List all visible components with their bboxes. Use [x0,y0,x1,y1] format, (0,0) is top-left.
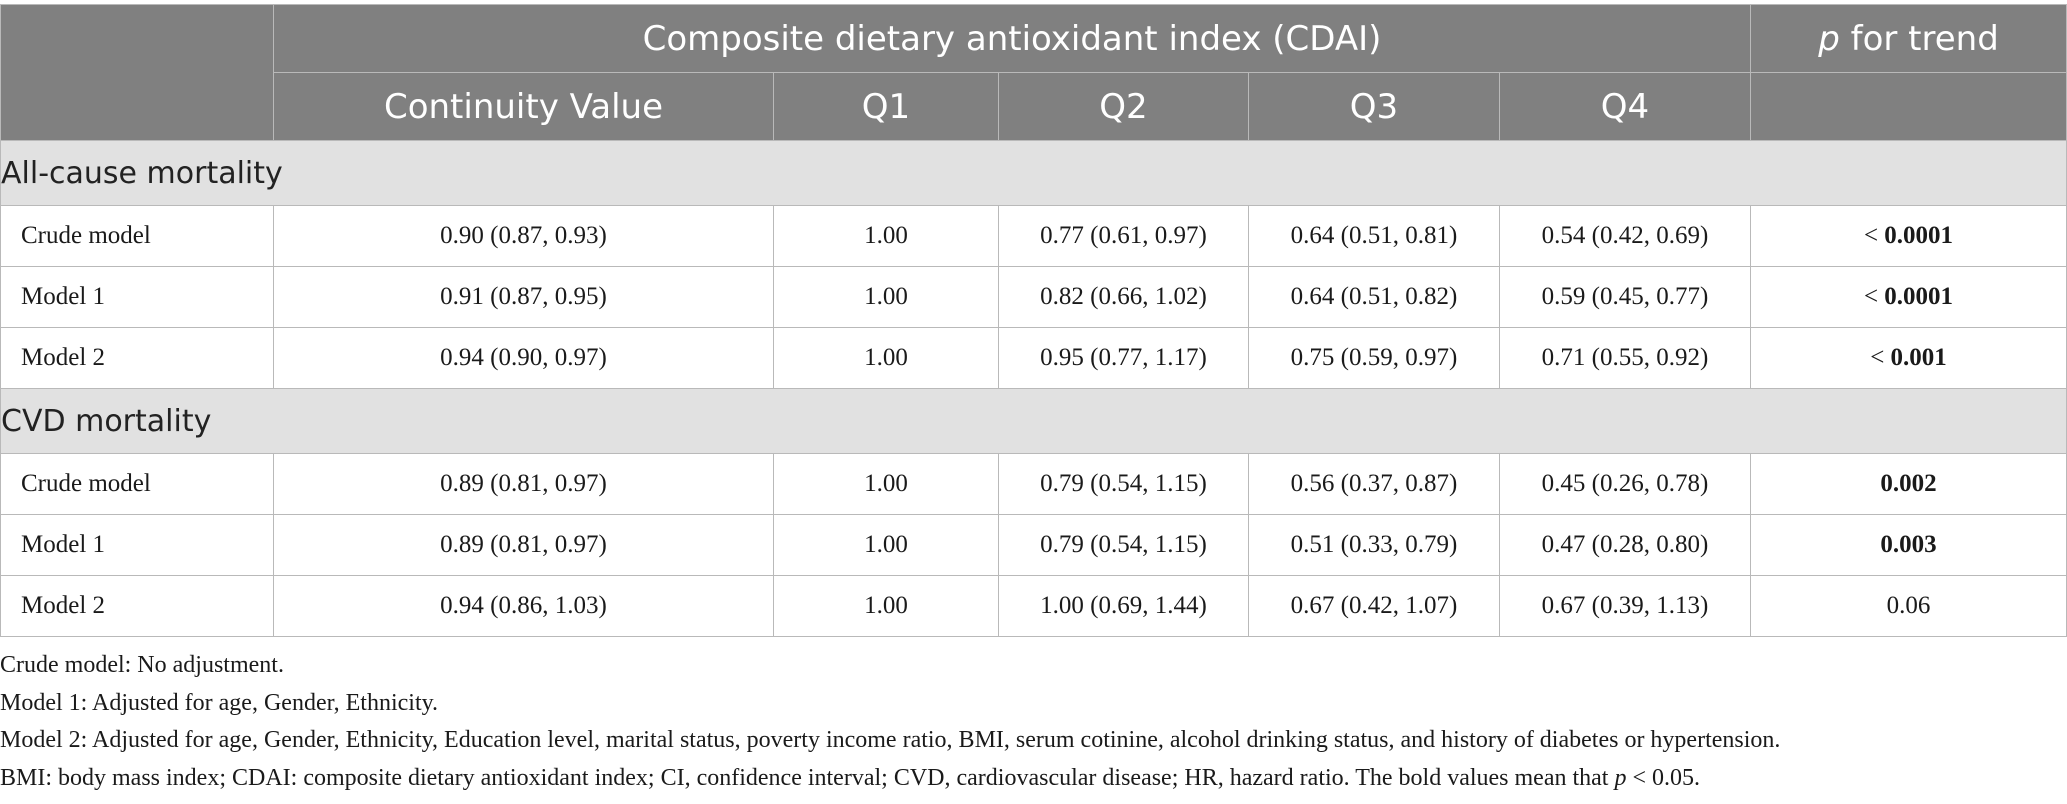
cell-q2: 0.82 (0.66, 1.02) [998,266,1249,328]
header-col-q3: Q3 [1248,72,1500,141]
table-footnotes: Crude model: No adjustment. Model 1: Adj… [0,647,2067,797]
cell-q1: 1.00 [773,514,999,576]
footnote-abbreviations: BMI: body mass index; CDAI: composite di… [0,760,2067,798]
cell-continuity: 0.89 (0.81, 0.97) [273,514,774,576]
hazard-ratio-table: Composite dietary antioxidant index (CDA… [0,4,2067,637]
section-title-all-cause: All-cause mortality [0,140,2067,206]
p-prefix: < [1870,344,1891,371]
section-row: All-cause mortality [0,140,2067,206]
cell-q4: 0.59 (0.45, 0.77) [1499,266,1751,328]
cell-p-trend: < 0.0001 [1750,205,2067,267]
header-p-for-trend: p for trend [1750,4,2067,73]
cell-continuity: 0.94 (0.86, 1.03) [273,575,774,637]
section-row: CVD mortality [0,388,2067,454]
header-blank-cell [0,4,274,141]
p-value: 0.001 [1890,344,1947,371]
p-value: 0.002 [1880,470,1937,497]
section-title-cvd: CVD mortality [0,388,2067,454]
cell-q1: 1.00 [773,266,999,328]
p-value: 0.0001 [1884,283,1954,310]
header-col-continuity: Continuity Value [273,72,774,141]
table-row: Model 2 0.94 (0.90, 0.97) 1.00 0.95 (0.7… [0,327,2067,389]
cell-p-trend: 0.002 [1750,453,2067,515]
cell-q1: 1.00 [773,327,999,389]
cell-continuity: 0.90 (0.87, 0.93) [273,205,774,267]
cell-q4: 0.71 (0.55, 0.92) [1499,327,1751,389]
cell-q3: 0.75 (0.59, 0.97) [1248,327,1500,389]
cell-continuity: 0.94 (0.90, 0.97) [273,327,774,389]
row-label: Crude model [0,453,274,515]
p-prefix: < [1863,222,1885,249]
cell-q2: 0.79 (0.54, 1.15) [998,514,1249,576]
table-row: Crude model 0.89 (0.81, 0.97) 1.00 0.79 … [0,453,2067,515]
p-value: 0.0001 [1884,222,1954,249]
footnote-model2: Model 2: Adjusted for age, Gender, Ethni… [0,727,1781,753]
header-group-title: Composite dietary antioxidant index (CDA… [273,4,1751,73]
p-value: 0.003 [1880,531,1937,558]
cell-q1: 1.00 [773,453,999,515]
cell-q4: 0.47 (0.28, 0.80) [1499,514,1751,576]
cell-q1: 1.00 [773,575,999,637]
row-label: Model 2 [0,575,274,637]
header-col-q2: Q2 [998,72,1249,141]
cell-q3: 0.64 (0.51, 0.82) [1248,266,1500,328]
footnote-abbr-text: BMI: body mass index; CDAI: composite di… [0,764,1615,791]
cell-q3: 0.56 (0.37, 0.87) [1248,453,1500,515]
cell-q2: 0.79 (0.54, 1.15) [998,453,1249,515]
row-label: Model 2 [0,327,274,389]
p-prefix: < [1863,283,1885,310]
cell-p-trend: 0.06 [1750,575,2067,637]
cell-q1: 1.00 [773,205,999,267]
cell-q3: 0.64 (0.51, 0.81) [1248,205,1500,267]
cell-q2: 1.00 (0.69, 1.44) [998,575,1249,637]
p-value: 0.06 [1886,592,1931,619]
cell-p-trend: < 0.0001 [1750,266,2067,328]
header-row-group: Composite dietary antioxidant index (CDA… [0,4,2067,141]
cell-q2: 0.95 (0.77, 1.17) [998,327,1249,389]
results-table-figure: Composite dietary antioxidant index (CDA… [0,4,2067,797]
table-row: Model 1 0.89 (0.81, 0.97) 1.00 0.79 (0.5… [0,514,2067,576]
footnote-p-italic: p [1614,764,1627,791]
cell-q4: 0.67 (0.39, 1.13) [1499,575,1751,637]
row-label: Model 1 [0,514,274,576]
header-col-q1: Q1 [773,72,999,141]
cell-p-trend: < 0.001 [1750,327,2067,389]
table-row: Model 1 0.91 (0.87, 0.95) 1.00 0.82 (0.6… [0,266,2067,328]
table-row: Model 2 0.94 (0.86, 1.03) 1.00 1.00 (0.6… [0,575,2067,637]
cell-q4: 0.54 (0.42, 0.69) [1499,205,1751,267]
header-col-p-blank [1750,72,2067,141]
cell-q3: 0.67 (0.42, 1.07) [1248,575,1500,637]
footnote-crude: Crude model: No adjustment. [0,652,284,678]
cell-continuity: 0.89 (0.81, 0.97) [273,453,774,515]
header-p-rest: for trend [1839,18,1999,59]
header-p-italic: p [1818,18,1840,59]
header-row-columns: Continuity Value Q1 Q2 Q3 Q4 [1,72,2067,141]
row-label: Model 1 [0,266,274,328]
table-row: Crude model 0.90 (0.87, 0.93) 1.00 0.77 … [0,205,2067,267]
footnote-threshold: < 0.05. [1626,764,1701,791]
cell-continuity: 0.91 (0.87, 0.95) [273,266,774,328]
cell-q3: 0.51 (0.33, 0.79) [1248,514,1500,576]
cell-q4: 0.45 (0.26, 0.78) [1499,453,1751,515]
row-label: Crude model [0,205,274,267]
cell-p-trend: 0.003 [1750,514,2067,576]
header-col-q4: Q4 [1499,72,1751,141]
footnote-model1: Model 1: Adjusted for age, Gender, Ethni… [0,689,439,716]
cell-q2: 0.77 (0.61, 0.97) [998,205,1249,267]
